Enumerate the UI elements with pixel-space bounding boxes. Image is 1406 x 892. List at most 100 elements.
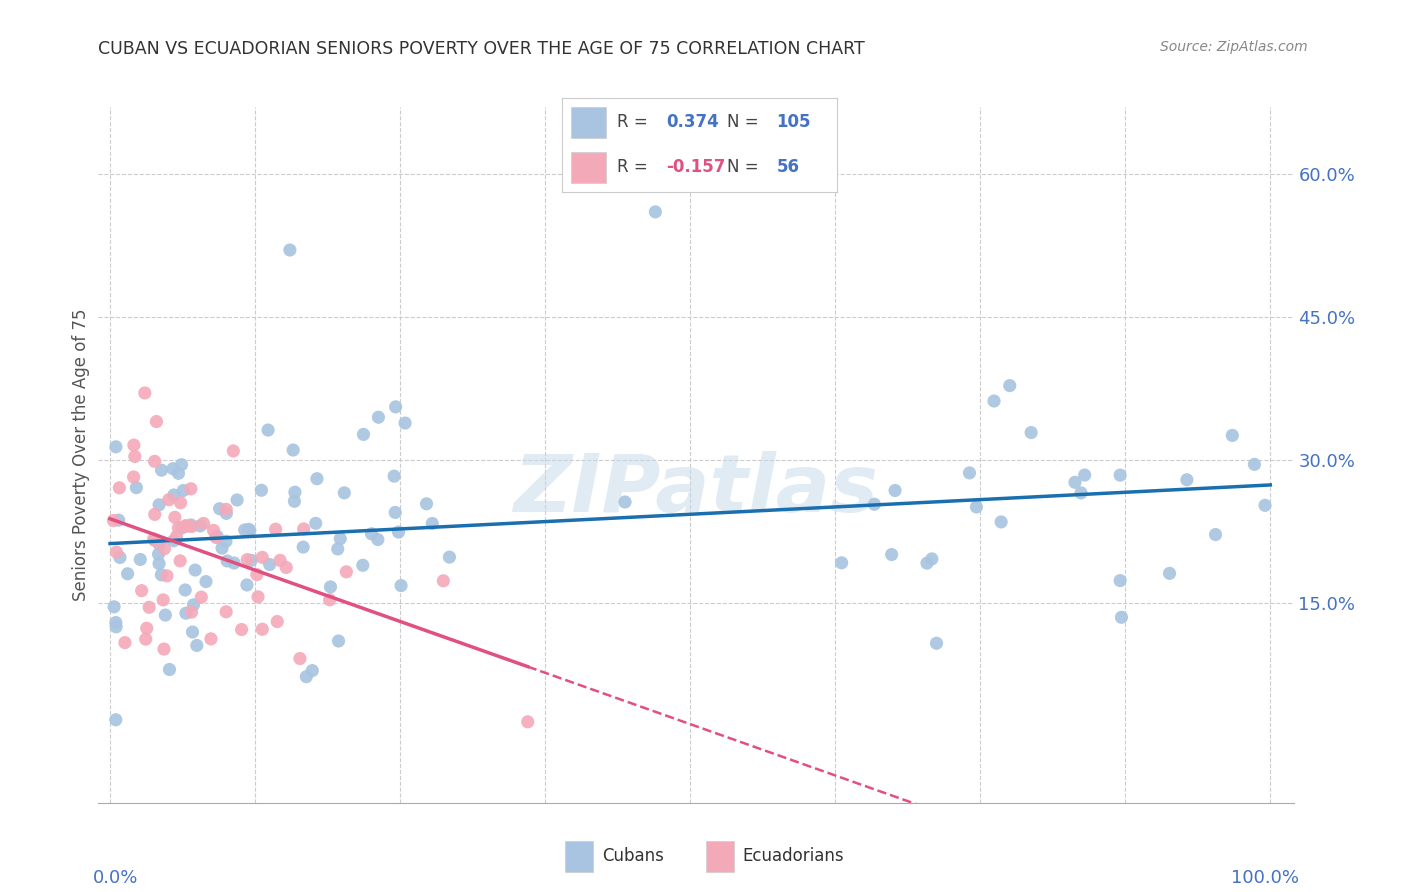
Point bbox=[205, 529, 228, 543]
Point bbox=[104, 440, 127, 454]
Text: Ecuadorians: Ecuadorians bbox=[742, 847, 844, 865]
Point bbox=[252, 622, 274, 636]
Point bbox=[180, 519, 202, 533]
Text: 100.0%: 100.0% bbox=[1232, 869, 1299, 887]
Text: Source: ZipAtlas.com: Source: ZipAtlas.com bbox=[1160, 40, 1308, 54]
Point bbox=[367, 533, 389, 547]
Point bbox=[215, 534, 238, 549]
Point bbox=[148, 537, 170, 551]
Point bbox=[439, 550, 461, 565]
Point bbox=[863, 497, 886, 511]
Point bbox=[104, 615, 127, 630]
Point bbox=[990, 515, 1012, 529]
Point bbox=[959, 466, 981, 480]
Point bbox=[150, 463, 173, 477]
Point bbox=[238, 522, 260, 536]
Point bbox=[157, 492, 180, 507]
Text: 0.374: 0.374 bbox=[666, 113, 720, 131]
Point bbox=[1073, 468, 1095, 483]
Point bbox=[211, 541, 233, 555]
Point bbox=[167, 467, 190, 481]
Point bbox=[222, 444, 245, 458]
Point bbox=[226, 493, 249, 508]
Point bbox=[217, 554, 239, 568]
Point bbox=[155, 608, 177, 623]
Point bbox=[236, 552, 259, 566]
Y-axis label: Seniors Poverty Over the Age of 75: Seniors Poverty Over the Age of 75 bbox=[72, 309, 90, 601]
Point bbox=[108, 481, 131, 495]
Point bbox=[183, 598, 205, 612]
Point bbox=[415, 497, 437, 511]
FancyBboxPatch shape bbox=[571, 106, 606, 138]
Point bbox=[142, 532, 165, 546]
Point bbox=[172, 483, 194, 498]
Point bbox=[880, 548, 903, 562]
Text: R =: R = bbox=[617, 159, 654, 177]
Point bbox=[103, 514, 125, 528]
FancyBboxPatch shape bbox=[706, 840, 734, 872]
Point bbox=[188, 519, 211, 533]
Point bbox=[180, 605, 202, 619]
Point bbox=[148, 557, 170, 571]
Point bbox=[174, 606, 197, 620]
Point bbox=[125, 481, 148, 495]
Point bbox=[114, 635, 136, 649]
Point bbox=[150, 567, 173, 582]
Point bbox=[884, 483, 907, 498]
Text: 56: 56 bbox=[776, 159, 799, 177]
Point bbox=[134, 386, 156, 401]
FancyBboxPatch shape bbox=[565, 840, 593, 872]
Point bbox=[644, 205, 666, 219]
Point bbox=[281, 443, 304, 458]
Point bbox=[353, 427, 375, 442]
Point bbox=[180, 482, 202, 496]
Point bbox=[305, 516, 328, 531]
Point bbox=[162, 533, 184, 548]
Point bbox=[236, 578, 259, 592]
Point bbox=[329, 532, 352, 546]
Point bbox=[153, 541, 176, 556]
Point bbox=[915, 556, 938, 570]
Point bbox=[240, 553, 263, 567]
Point bbox=[1064, 475, 1087, 490]
Point bbox=[107, 513, 129, 527]
Point bbox=[159, 663, 181, 677]
Point bbox=[292, 540, 315, 554]
Point bbox=[925, 636, 948, 650]
Point bbox=[983, 394, 1005, 409]
Text: CUBAN VS ECUADORIAN SENIORS POVERTY OVER THE AGE OF 75 CORRELATION CHART: CUBAN VS ECUADORIAN SENIORS POVERTY OVER… bbox=[98, 40, 865, 58]
Point bbox=[283, 494, 305, 508]
Point bbox=[169, 554, 191, 568]
Point bbox=[105, 545, 128, 559]
Point bbox=[186, 639, 208, 653]
Point bbox=[276, 560, 298, 574]
Point bbox=[215, 605, 238, 619]
Point bbox=[239, 524, 262, 538]
Point bbox=[153, 642, 176, 657]
Point bbox=[246, 590, 269, 604]
Point bbox=[162, 461, 184, 475]
Point bbox=[259, 558, 281, 572]
Point bbox=[352, 558, 374, 573]
Point bbox=[129, 552, 152, 566]
Text: Cubans: Cubans bbox=[602, 847, 664, 865]
Point bbox=[174, 582, 197, 597]
FancyBboxPatch shape bbox=[571, 152, 606, 184]
Point bbox=[208, 501, 231, 516]
Point bbox=[328, 634, 350, 648]
Point bbox=[831, 556, 853, 570]
Point bbox=[148, 547, 170, 561]
Point bbox=[387, 524, 409, 539]
Point bbox=[1175, 473, 1198, 487]
Point bbox=[163, 488, 186, 502]
Point bbox=[143, 533, 166, 548]
Point bbox=[257, 423, 280, 437]
Point bbox=[301, 664, 323, 678]
Point bbox=[195, 574, 218, 589]
Text: ZIPatlas: ZIPatlas bbox=[513, 450, 879, 529]
Point bbox=[108, 550, 131, 565]
Point bbox=[190, 590, 212, 604]
Text: N =: N = bbox=[727, 159, 763, 177]
Point bbox=[278, 243, 301, 257]
Point bbox=[1220, 428, 1243, 442]
